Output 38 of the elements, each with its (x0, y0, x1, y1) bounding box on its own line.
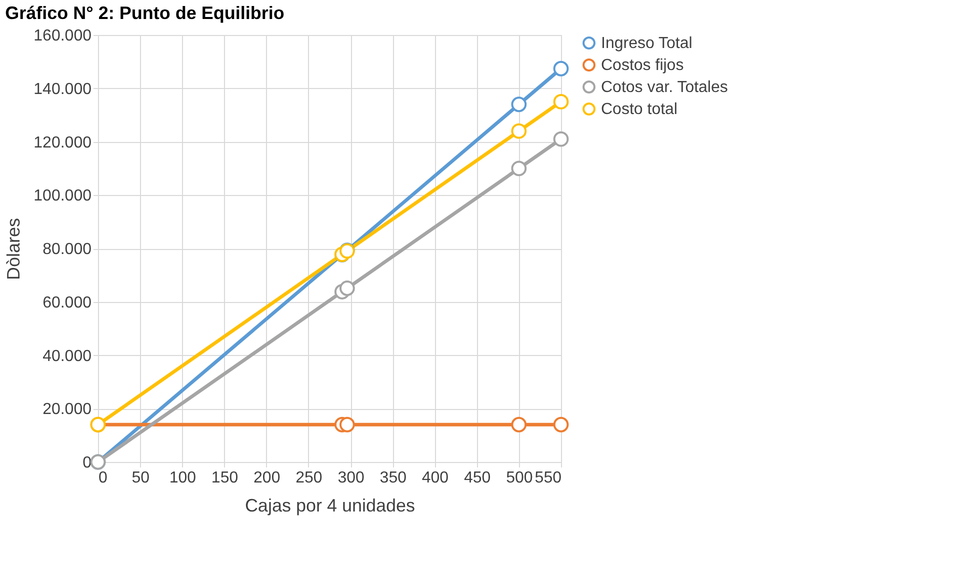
legend-label: Costo total (601, 101, 678, 118)
y-tick-label: 120.000 (34, 134, 92, 152)
x-tick-label: 50 (132, 470, 150, 486)
legend-label: Cotos var. Totales (601, 79, 728, 96)
y-axis-title: Dòlares (4, 218, 24, 280)
x-tick-label: 250 (296, 470, 322, 486)
x-tick-label: 350 (380, 470, 407, 486)
point (511, 160, 527, 176)
y-tick-label: 0 (82, 454, 92, 472)
x-tick-label: 200 (254, 470, 280, 486)
x-tick-label: 400 (422, 470, 449, 486)
point (553, 131, 569, 147)
x-tick-label: 100 (169, 470, 196, 486)
y-tick-label: 60.000 (42, 294, 92, 312)
point (553, 60, 569, 76)
y-tick-label: 80.000 (42, 241, 92, 258)
x-tick-label: 150 (211, 470, 238, 486)
y-tick-label: 20.000 (42, 401, 92, 418)
y-tick-label: 40.000 (42, 348, 92, 365)
point (339, 280, 355, 296)
point (511, 123, 527, 139)
x-tick-label: 450 (464, 470, 491, 486)
legend-label: Ingreso Total (601, 35, 692, 52)
x-tick-label: 500 (506, 470, 533, 486)
legend-label: Costos fijos (601, 57, 684, 74)
y-tick-label: 140.000 (34, 80, 92, 98)
x-tick-label: 0 (98, 470, 108, 486)
point (553, 94, 569, 110)
x-tick-label: 550 (534, 470, 562, 486)
y-tick-label: 100.000 (34, 188, 92, 205)
x-tick-label: 300 (338, 470, 364, 486)
point (511, 416, 527, 432)
x-axis-title: Cajas por 4 unidades (244, 496, 416, 516)
y-tick-label: 160.000 (34, 28, 92, 44)
point (511, 96, 527, 112)
chart-title: Gráfico N° 2: Punto de Equilibrio (5, 3, 284, 23)
point (339, 416, 355, 432)
point (553, 416, 569, 432)
